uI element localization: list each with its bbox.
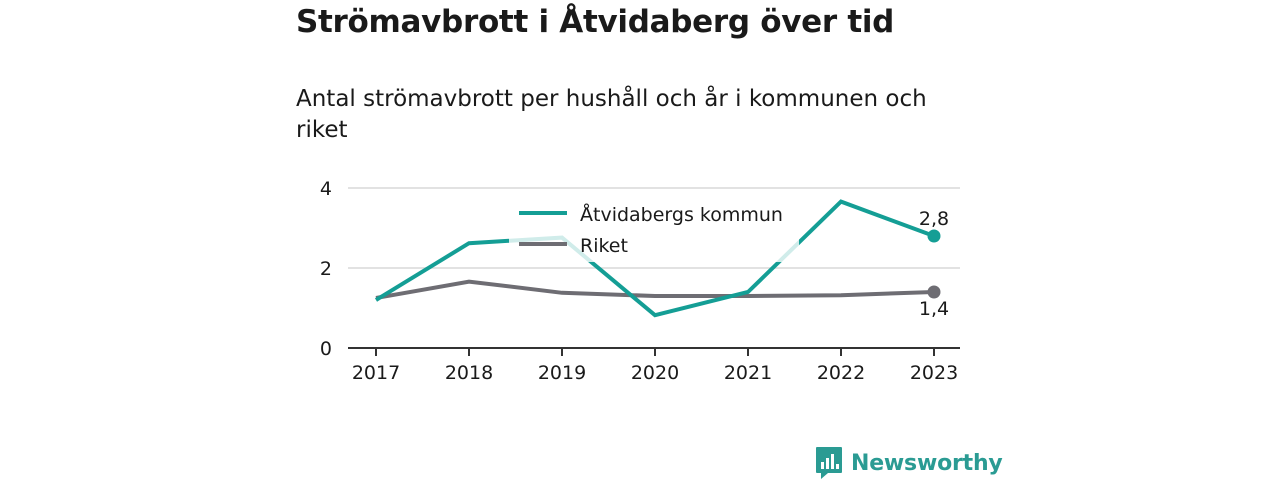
series-line-atvidaberg xyxy=(374,199,935,318)
legend-label-atvidaberg: Åtvidabergs kommun xyxy=(580,203,783,226)
end-marker-atvidaberg xyxy=(927,229,941,243)
newsworthy-logo: Newsworthy xyxy=(815,446,1003,480)
end-marker-riket xyxy=(927,285,941,299)
x-tick-label-2022: 2022 xyxy=(817,362,865,384)
y-tick-label-0: 0 xyxy=(320,338,332,360)
chart-title: Strömavbrott i Åtvidaberg över tid xyxy=(296,4,895,40)
series-line-riket xyxy=(375,279,935,300)
x-tick-label-2019: 2019 xyxy=(538,362,586,384)
brand-name: Newsworthy xyxy=(851,450,1003,476)
end-label-riket: 1,4 xyxy=(919,298,949,320)
x-tick-label-2023: 2023 xyxy=(910,362,958,384)
legend: Åtvidabergs kommun Riket xyxy=(509,198,799,262)
legend-label-riket: Riket xyxy=(580,235,628,257)
y-tick-label-4: 4 xyxy=(320,178,332,200)
x-tick-label-2017: 2017 xyxy=(352,362,400,384)
chart-subtitle: Antal strömavbrott per hushåll och år i … xyxy=(296,86,927,143)
y-tick-label-2: 2 xyxy=(320,258,332,280)
x-tick-label-2018: 2018 xyxy=(445,362,493,384)
x-tick-label-2020: 2020 xyxy=(631,362,679,384)
bar-chart-icon xyxy=(816,447,842,479)
series-layer xyxy=(374,199,941,318)
end-labels: 2,8 1,4 xyxy=(919,208,949,320)
gridlines xyxy=(348,187,960,269)
end-label-atvidaberg: 2,8 xyxy=(919,208,949,230)
x-tick-label-2021: 2021 xyxy=(724,362,772,384)
x-axis: 2017 2018 2019 2020 2021 2022 2023 xyxy=(348,347,960,384)
y-axis: 0 2 4 xyxy=(320,178,332,360)
legend-background xyxy=(509,198,799,262)
